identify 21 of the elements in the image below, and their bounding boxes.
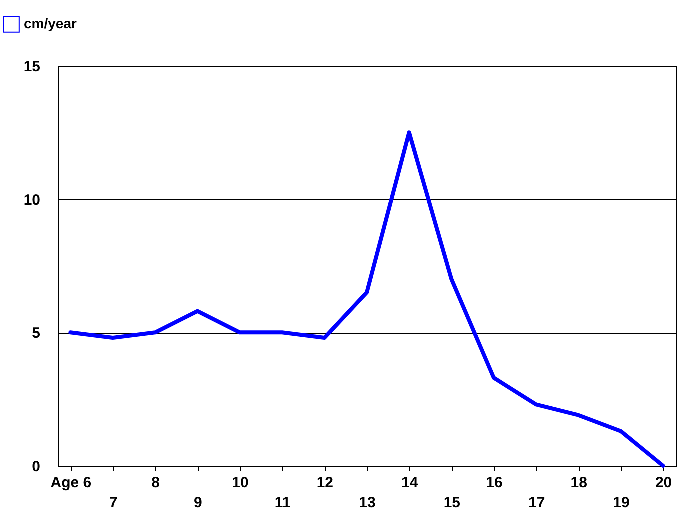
x-tick-label: 14 [401,474,419,492]
y-tick-label: 10 [24,192,40,209]
legend-label: cm/year [24,16,78,32]
x-tick-label: Age 6 [50,474,92,492]
x-tick-label: 11 [274,494,291,512]
x-tick-label: 18 [570,474,588,492]
x-tick-label: 17 [528,494,546,512]
x-tick-label: 20 [655,474,672,492]
x-tick-label: 12 [316,474,334,492]
y-tick-label: 0 [32,458,40,476]
line-series [68,130,666,468]
x-tick-label: 10 [232,474,249,492]
x-tick-label: 8 [152,474,160,492]
y-tick-label: 5 [32,325,40,342]
y-tick-label: 15 [24,58,40,76]
x-tick-label: 16 [486,474,503,492]
x-tick-label: 7 [109,494,118,512]
x-tick-label: 19 [613,494,630,512]
x-tick-label: 15 [444,494,460,512]
x-tick-label: 13 [359,494,376,512]
x-tick-label: 9 [194,494,202,512]
